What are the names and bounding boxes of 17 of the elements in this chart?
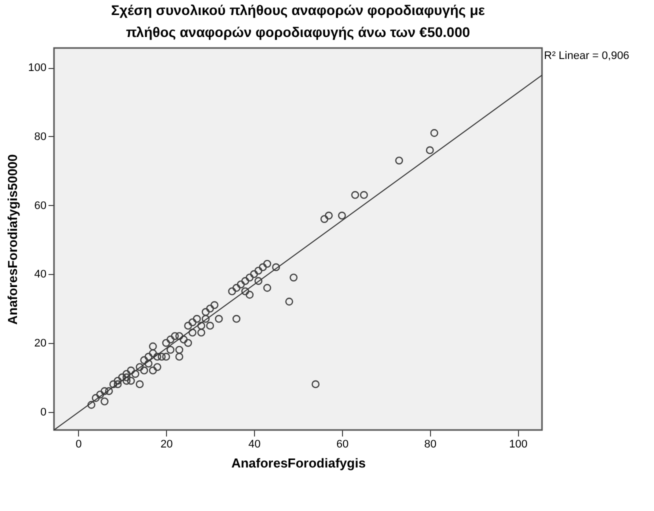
x-tick-label: 40 xyxy=(248,438,261,450)
y-axis-title: AnaforesForodiafygis50000 xyxy=(5,154,20,325)
x-tick-label: 80 xyxy=(424,438,437,450)
y-tick-label: 20 xyxy=(34,337,46,350)
text: πλήθος αναφορών φοροδιαφυγής άνω των €50.000 xyxy=(126,24,470,40)
text: Σχέση συνολικού πλήθους αναφορών φοροδιαφυγής με xyxy=(111,2,485,18)
x-axis-title: AnaforesForodiafygis xyxy=(231,456,366,470)
x-tick-label: 20 xyxy=(160,438,173,450)
x-tick-label: 60 xyxy=(336,438,349,450)
x-tick-label: 100 xyxy=(509,438,528,450)
y-tick-label: 100 xyxy=(28,62,46,74)
y-tick-label: 40 xyxy=(34,268,46,281)
x-tick-label: 0 xyxy=(76,438,82,450)
y-tick-label: 80 xyxy=(34,130,46,143)
y-tick-label: 60 xyxy=(34,200,46,212)
text: R² Linear = 0,906 xyxy=(544,50,630,62)
y-tick-label: 0 xyxy=(40,406,46,418)
